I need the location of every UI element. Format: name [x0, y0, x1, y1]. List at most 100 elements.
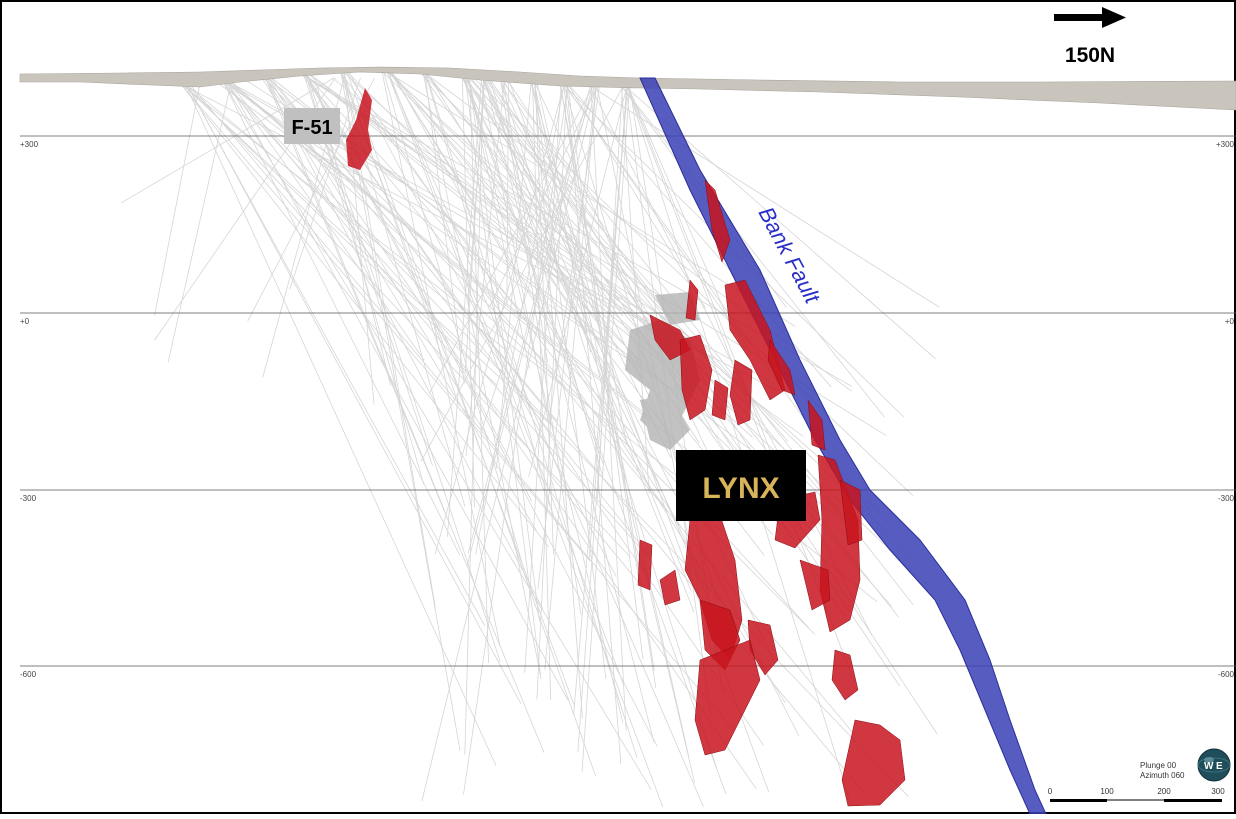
drillhole-trace [524, 83, 562, 673]
drillhole-trace [185, 83, 505, 349]
drillhole-trace [484, 77, 655, 743]
drillhole-trace [460, 73, 838, 512]
drillhole-trace [266, 75, 446, 512]
scale-tick-200: 200 [1157, 787, 1171, 796]
orebody-upper-5 [679, 334, 713, 421]
drillhole-trace [332, 77, 452, 176]
drillhole-trace [461, 73, 475, 508]
drillhole-trace [434, 83, 565, 555]
level-label-right-300: +300 [1216, 140, 1235, 149]
f51-orebody [346, 88, 372, 170]
drillhole-trace [489, 77, 604, 478]
grey-solid-2 [640, 395, 690, 450]
drillhole-trace [422, 71, 542, 679]
f51-solid [346, 88, 372, 170]
lynx-label: LYNX [702, 472, 779, 505]
direction-arrow [1054, 7, 1126, 28]
drillhole-trace [537, 85, 597, 590]
orebody-mid-5 [799, 559, 831, 611]
orebody-upper-3 [724, 279, 786, 401]
level-label-left-0: +0 [20, 317, 30, 326]
scale-tick-100: 100 [1100, 787, 1114, 796]
arrow-shaft [1054, 14, 1104, 21]
drillhole-trace [268, 75, 867, 797]
drillhole-trace [489, 85, 598, 307]
drillhole-trace [186, 83, 522, 704]
lynx-orebodies [637, 179, 906, 807]
orebody-mid-4 [839, 479, 863, 546]
level-label-left-300: +300 [20, 140, 39, 149]
drillhole-trace [306, 73, 501, 663]
scale-bar: 0 100 200 300 [1048, 787, 1225, 802]
drillhole-trace [464, 77, 484, 755]
drillhole-trace [466, 73, 530, 369]
drillhole-trace [180, 83, 550, 548]
drillhole-trace [482, 77, 672, 459]
drillhole-trace [180, 83, 675, 475]
drillhole-trace [627, 85, 852, 805]
level-label-right-minus300: -300 [1218, 494, 1235, 503]
orebody-upper-6 [729, 359, 753, 426]
direction-label: 150N [1065, 44, 1115, 67]
drillhole-trace [154, 77, 202, 316]
drillhole-trace [468, 77, 486, 301]
drillhole-trace [348, 71, 617, 577]
drillhole-trace [345, 71, 506, 301]
drillhole-trace [387, 69, 624, 685]
drillhole-trace [260, 75, 537, 531]
orebody-lower-8 [841, 719, 906, 807]
drillhole-trace [464, 77, 485, 373]
drillhole-trace [340, 71, 461, 752]
drillhole-trace [627, 85, 730, 323]
drillhole-trace [424, 71, 465, 384]
drillhole-trace [496, 81, 532, 469]
drillhole-trace [532, 81, 552, 701]
drillhole-trace [182, 83, 498, 387]
drillhole-trace [463, 83, 569, 795]
drillhole-trace [429, 85, 594, 394]
drillhole-trace [534, 81, 741, 522]
drillhole-trace [395, 77, 475, 220]
compass-globe-icon: W E [1197, 748, 1231, 782]
drillhole-trace [534, 81, 583, 719]
drillhole-trace [386, 69, 664, 808]
drillhole-trace [560, 83, 657, 688]
drillhole-trace [573, 85, 628, 715]
compass-east-letter: E [1216, 761, 1223, 772]
drillhole-trace [465, 79, 505, 457]
scale-tick-0: 0 [1048, 787, 1053, 796]
drillhole-trace [533, 81, 592, 353]
orebody-lower-6 [694, 639, 761, 756]
drillhole-trace [380, 69, 852, 526]
plunge-label: Plunge 00 [1140, 761, 1177, 770]
drillhole-trace [484, 77, 726, 639]
drillhole-trace [381, 69, 501, 647]
level-lines [20, 135, 1236, 667]
drillhole-trace [528, 85, 628, 477]
drillhole-trace [502, 79, 749, 490]
drillhole-trace [264, 75, 649, 555]
drillhole-trace [211, 77, 404, 223]
drillhole-trace [263, 75, 544, 609]
drillhole-trace [421, 85, 597, 802]
topography-surface [19, 66, 1236, 111]
level-label-left-minus600: -600 [20, 670, 37, 679]
drillhole-trace [460, 73, 624, 317]
scale-tick-300: 300 [1211, 787, 1225, 796]
drillhole-trace [481, 85, 596, 430]
orebody-upper-8 [767, 339, 796, 396]
level-label-left-minus300: -300 [20, 494, 37, 503]
f51-label: F-51 [291, 117, 332, 139]
drillhole-trace [306, 73, 533, 502]
drillhole-trace [566, 83, 622, 764]
compass-west-letter: W [1204, 761, 1214, 772]
drillhole-trace [460, 73, 710, 591]
orebody-upper-4 [649, 314, 691, 361]
orebody-upper-1 [704, 179, 731, 263]
orebody-mid-1 [807, 399, 826, 451]
drillhole-trace [181, 83, 551, 425]
drillhole-trace [184, 83, 497, 767]
scale-segment-3 [1164, 799, 1222, 802]
